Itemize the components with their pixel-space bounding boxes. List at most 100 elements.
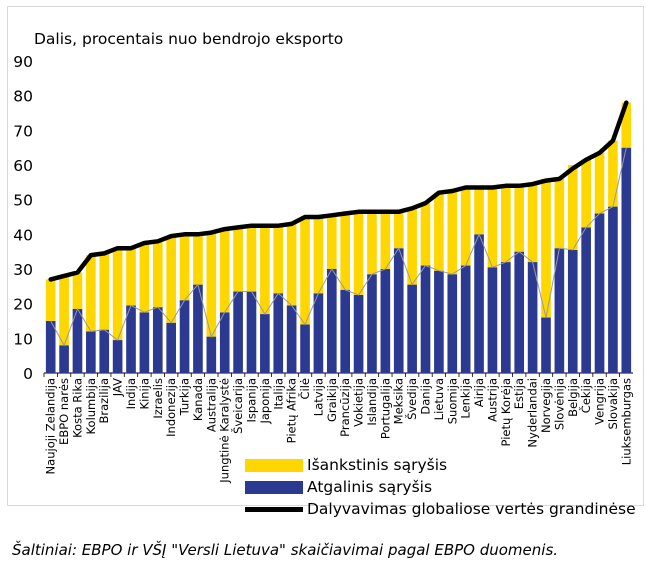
bar-backward: [608, 206, 618, 373]
x-tick-label: Kolumbija: [84, 378, 98, 434]
x-tick-label: Airija: [472, 378, 486, 407]
bar-backward: [59, 345, 69, 373]
x-tick-label: Japonija: [258, 378, 272, 425]
x-tick-label: Kanada: [191, 378, 205, 421]
x-tick-label: Prancūzija: [338, 378, 352, 437]
bar-backward: [246, 291, 257, 373]
x-tick-label: Graikija: [325, 378, 339, 422]
legend-swatch-backward: [245, 480, 303, 494]
bar-forward: [420, 203, 431, 266]
x-tick-label: Indija: [124, 378, 138, 409]
x-tick-label: Ispanija: [245, 378, 259, 422]
x-tick-label: Čekija: [578, 378, 593, 413]
bar-backward: [541, 317, 551, 373]
x-tick-label: Lietuva: [432, 378, 446, 420]
bar-forward: [59, 275, 69, 346]
bar-backward: [166, 322, 176, 373]
x-tick-label: Nyderlandai: [526, 378, 540, 448]
bar-backward: [434, 270, 444, 373]
legend-label-forward: Išankstinis sąryšis: [307, 456, 448, 474]
legend-label-backward: Atgalinis sąryšis: [307, 478, 433, 496]
x-tick-label: Slovėnija: [552, 378, 566, 430]
bar-backward: [313, 293, 324, 373]
bar-forward: [193, 234, 203, 285]
bar-backward: [233, 291, 243, 373]
y-tick-label: 30: [13, 261, 33, 279]
bar-backward: [72, 308, 83, 373]
bar-backward: [594, 213, 605, 373]
x-tick-label: Jungtinė Karalystė: [218, 378, 232, 484]
bar-forward: [313, 217, 324, 294]
bar-backward: [179, 300, 190, 373]
bar-forward: [45, 279, 56, 321]
x-tick-label: Portugalija: [378, 378, 392, 439]
y-tick-label: 60: [13, 157, 33, 175]
y-tick-label: 10: [13, 330, 33, 348]
bar-forward: [501, 185, 511, 263]
bar-forward: [380, 211, 391, 269]
bar-backward: [554, 248, 565, 373]
x-tick-label: Indonezija: [164, 378, 178, 437]
x-tick-label: Naujoji Zelandija: [44, 378, 58, 474]
bar-forward: [99, 253, 110, 330]
bar-forward: [233, 227, 243, 292]
bar-backward: [112, 340, 123, 373]
bar-forward: [166, 236, 176, 323]
bar-backward: [152, 307, 163, 373]
gvc-participation-line: [48, 100, 629, 282]
legend-item-backward: Atgalinis sąryšis: [245, 476, 636, 498]
bar-backward: [353, 295, 364, 373]
legend-swatch-forward: [245, 458, 303, 472]
x-tick-label: Pietų Afrika: [285, 378, 299, 443]
backward-connector-line: [50, 147, 627, 347]
bar-backward: [126, 305, 136, 373]
legend-label-gvc: Dalyvavimas globaliose vertės grandinėse: [307, 500, 636, 518]
legend-swatch-gvc: [245, 506, 303, 512]
x-tick-label: Kinija: [137, 378, 151, 409]
bar-backward: [581, 227, 591, 373]
x-tick-label: Šveicarija: [230, 378, 245, 434]
bar-backward: [447, 274, 458, 373]
bar-backward: [621, 147, 632, 373]
x-tick-label: Austrija: [485, 378, 499, 422]
bar-forward: [246, 225, 257, 292]
bar-forward: [460, 187, 471, 266]
bar-forward: [447, 191, 458, 275]
bar-backward: [367, 274, 377, 373]
x-tick-label: Izraelis: [151, 378, 165, 419]
bar-forward: [72, 272, 83, 309]
x-tick-label: Turkija: [178, 378, 192, 416]
bar-forward: [286, 223, 297, 306]
bar-forward: [393, 211, 404, 249]
bar-backward: [514, 251, 525, 373]
y-tick-label: 40: [13, 226, 33, 244]
x-tick-label: Belgija: [566, 378, 580, 417]
x-tick-label: Vengrija: [593, 378, 607, 425]
bar-forward: [152, 241, 163, 308]
bar-backward: [286, 305, 297, 373]
y-tick-label: 90: [13, 53, 33, 71]
x-tick-label: Islandija: [365, 378, 379, 426]
bar-forward: [126, 248, 136, 306]
x-tick-label: Kosta Rika: [71, 378, 85, 438]
bar-backward: [273, 293, 284, 373]
x-tick-label: Estija: [512, 378, 526, 409]
bar-forward: [260, 225, 270, 315]
y-tick-label: 50: [13, 192, 33, 210]
bar-backward: [300, 324, 310, 373]
bar-forward: [206, 232, 217, 337]
x-tick-label: Meksika: [392, 378, 406, 424]
bar-forward: [86, 255, 96, 332]
chart-frame: [7, 6, 644, 506]
bar-backward: [380, 269, 391, 373]
bar-forward: [273, 225, 284, 294]
bar-forward: [567, 165, 578, 250]
bar-backward: [393, 248, 404, 373]
x-tick-label: Švedija: [404, 378, 419, 420]
x-tick-label: Lenkija: [459, 378, 473, 419]
bar-forward: [326, 215, 337, 269]
bar-backward: [460, 265, 471, 373]
bar-forward: [367, 211, 377, 275]
source-note: Šaltiniai: EBPO ir VŠĮ "Versli Lietuva" …: [12, 541, 559, 559]
